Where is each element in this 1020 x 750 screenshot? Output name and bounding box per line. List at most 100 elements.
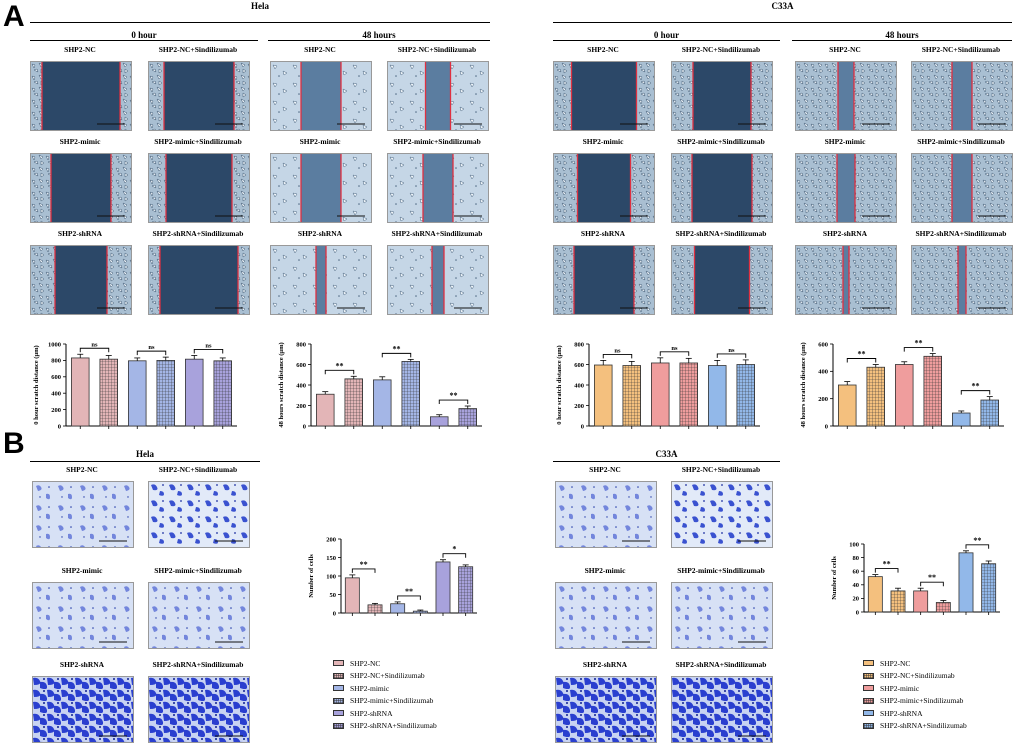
legend-entry: SHP2-shRNA [863,707,967,720]
bar [390,603,406,614]
y-tick-label: 150 [326,555,336,562]
transwell-c33a-rule [553,461,780,462]
legend-swatch [863,685,874,692]
scratch-hela-0h-label: SHP2-shRNA+Sindilizumab [152,229,244,238]
scratch-c33a-48h-label: SHP2-NC [829,45,861,54]
y-tick-label: 600 [818,341,828,348]
y-tick-label: 0 [58,423,61,430]
y-tick-label: 600 [574,362,584,369]
scratch-c33a-image [671,61,773,131]
scratch-hela-title: Hela [251,1,269,11]
significance-bracket [397,595,421,600]
y-tick-label: 400 [818,369,828,376]
chart-c33a-48h: 48 hours scratch distance (μm) 0 200 400 600… [797,339,1012,432]
scratch-c33a-image [553,245,655,315]
scratch-hela-48h-label: SHP2-shRNA [297,229,343,238]
y-tick-label: 1000 [48,341,61,348]
significance-label: ** [405,587,413,596]
transwell-c33a-label: SHP2-shRNA+Sindilizumab [675,660,767,669]
scratch-hela-image [270,245,372,315]
transwell-hela-image [32,676,134,743]
scratch-hela-image [148,245,250,315]
y-tick-label: 200 [326,536,336,543]
significance-bracket [659,351,690,356]
bar [458,566,474,614]
significance-label: ** [360,560,368,569]
scratch-hela-time48: 48 hours [362,30,396,40]
significance-label: ns [91,341,98,348]
scratch-hela-0h-label: SHP2-NC+Sindilizumab [158,45,238,54]
legend-label: SHP2-NC [880,658,911,668]
significance-bracket [438,399,469,405]
significance-label: ns [205,342,212,349]
significance-bracket [920,581,944,587]
transwell-hela-rule [30,461,260,462]
scratch-hela-time0: 0 hour [131,30,157,40]
scratch-c33a-rule [553,22,1012,23]
legend-label: SHP2-mimic [880,683,920,693]
scratch-c33a-time48: 48 hours [885,30,919,40]
scratch-hela-image [30,245,132,315]
scratch-c33a-image [553,61,655,131]
legend-entry: SHP2-mimic [863,682,967,695]
legend-label: SHP2-NC [350,658,381,668]
scratch-hela-48h-label: SHP2-mimic+Sindilizumab [393,137,481,146]
legend-label: SHP2-mimic [350,683,390,693]
y-tick-label: 0 [825,423,828,430]
bar [622,365,641,427]
bar [99,358,118,427]
significance-bracket [442,553,467,558]
y-tick-label: 100 [326,573,336,580]
scratch-c33a-rule-48h [792,40,1012,41]
transwell-c33a-image [555,481,657,548]
scratch-c33a-0h-label: SHP2-mimic+Sindilizumab [677,137,765,146]
legend-swatch [333,672,344,679]
transwell-hela-image [148,481,250,548]
legend-swatch [333,685,344,692]
legend-hela: SHP2-NC SHP2-NC+Sindilizumab SHP2-mimic SHP… [333,657,437,732]
scratch-c33a-48h-label: SHP2-shRNA [822,229,868,238]
scratch-hela-48h-label: SHP2-NC+Sindilizumab [397,45,477,54]
scratch-c33a-image [671,245,773,315]
legend-label: SHP2-NC+Sindilizumab [350,671,425,681]
legend-label: SHP2-shRNA+Sindilizumab [350,721,437,731]
scratch-c33a-image [671,153,773,223]
legend-label: SHP2-mimic+Sindilizumab [880,696,964,706]
y-tick-label: 200 [296,403,306,410]
y-tick-label: 200 [51,407,61,414]
legend-swatch [863,660,874,667]
legend-entry: SHP2-mimic [333,682,437,695]
bar [679,362,698,427]
significance-label: * [452,545,456,554]
scratch-hela-image [148,61,250,131]
scratch-c33a-0h-label: SHP2-shRNA [580,229,626,238]
legend-label: SHP2-shRNA+Sindilizumab [880,721,967,731]
bar [867,576,883,613]
significance-label: ** [883,560,891,569]
bar [651,362,670,427]
significance-bracket [846,358,877,363]
scratch-c33a-image [911,245,1013,315]
legend-swatch [863,672,874,679]
transwell-hela-label: SHP2-shRNA+Sindilizumab [152,660,244,669]
bar [895,364,914,427]
significance-label: ns [728,347,735,354]
bar [401,361,420,427]
bar [708,365,727,427]
significance-bracket [193,349,224,354]
legend-entry: SHP2-mimic+Sindilizumab [333,695,437,708]
scratch-c33a-48h-label: SHP2-NC+Sindilizumab [921,45,1001,54]
transwell-c33a-image [671,582,773,649]
significance-bracket [960,390,991,395]
scratch-hela-0h-label: SHP2-shRNA [57,229,103,238]
transwell-c33a-label: SHP2-mimic+Sindilizumab [677,566,765,575]
transwell-c33a-label: SHP2-shRNA [582,660,628,669]
legend-swatch [863,722,874,729]
significance-bracket [324,369,355,375]
scratch-hela-0h-label: SHP2-mimic [59,137,101,146]
y-tick-label: 600 [296,362,306,369]
chart-hela-48h: 48 hours scratch distance (μm) 0 200 400 600… [275,340,490,432]
legend-swatch [333,722,344,729]
legend-label: SHP2-shRNA [880,708,923,718]
bar [156,359,175,427]
